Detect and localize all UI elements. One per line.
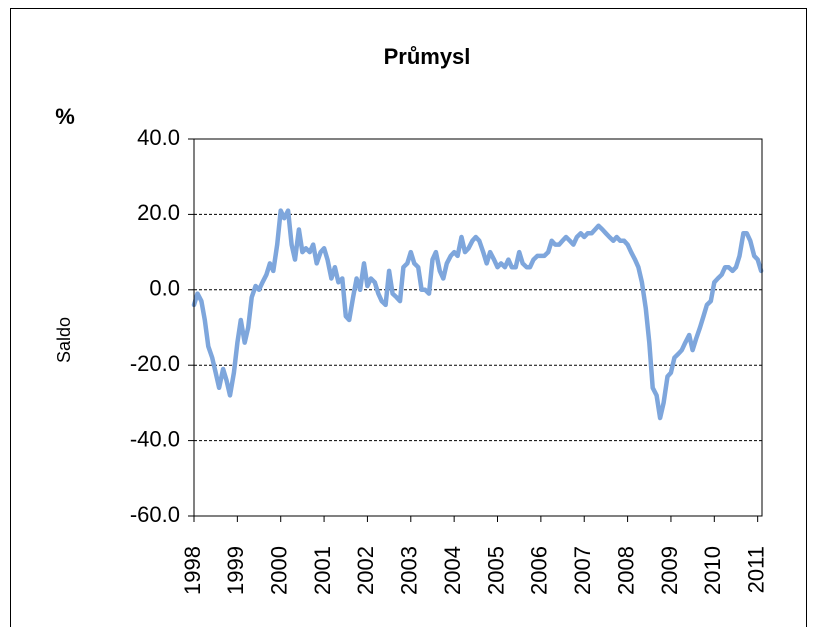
- x-tick-label: 2001: [310, 546, 335, 595]
- x-tick-label: 2002: [353, 546, 378, 595]
- chart-title: Průmysl: [384, 44, 471, 69]
- x-tick-label: 1998: [180, 546, 205, 595]
- y-tick-label: -20.0: [130, 351, 180, 376]
- y-tick-label: 40.0: [137, 125, 180, 150]
- x-tick-label: 2010: [700, 546, 725, 595]
- x-tick-label: 2009: [657, 546, 682, 595]
- y-tick-label: -60.0: [130, 502, 180, 527]
- data-line: [191, 208, 764, 421]
- x-tick-label: 2000: [267, 546, 292, 595]
- y-tick-label: 20.0: [137, 200, 180, 225]
- x-tick-label: 2004: [440, 546, 465, 595]
- x-tick-label: 2008: [613, 546, 638, 595]
- plot-border: [193, 138, 763, 517]
- x-tick-label: 2007: [570, 546, 595, 595]
- x-tick-label: 2011: [743, 546, 768, 593]
- plot-area: [194, 139, 762, 516]
- unit-label: %: [55, 104, 75, 129]
- x-tick-label: 2006: [527, 546, 552, 595]
- x-tick-label: 2005: [483, 546, 508, 595]
- y-tick-label: -40.0: [130, 426, 180, 451]
- y-tick-label: 0.0: [149, 276, 180, 301]
- x-tick-label: 1999: [223, 546, 248, 595]
- y-axis-label: Saldo: [54, 317, 74, 363]
- x-tick-label: 2003: [397, 546, 422, 595]
